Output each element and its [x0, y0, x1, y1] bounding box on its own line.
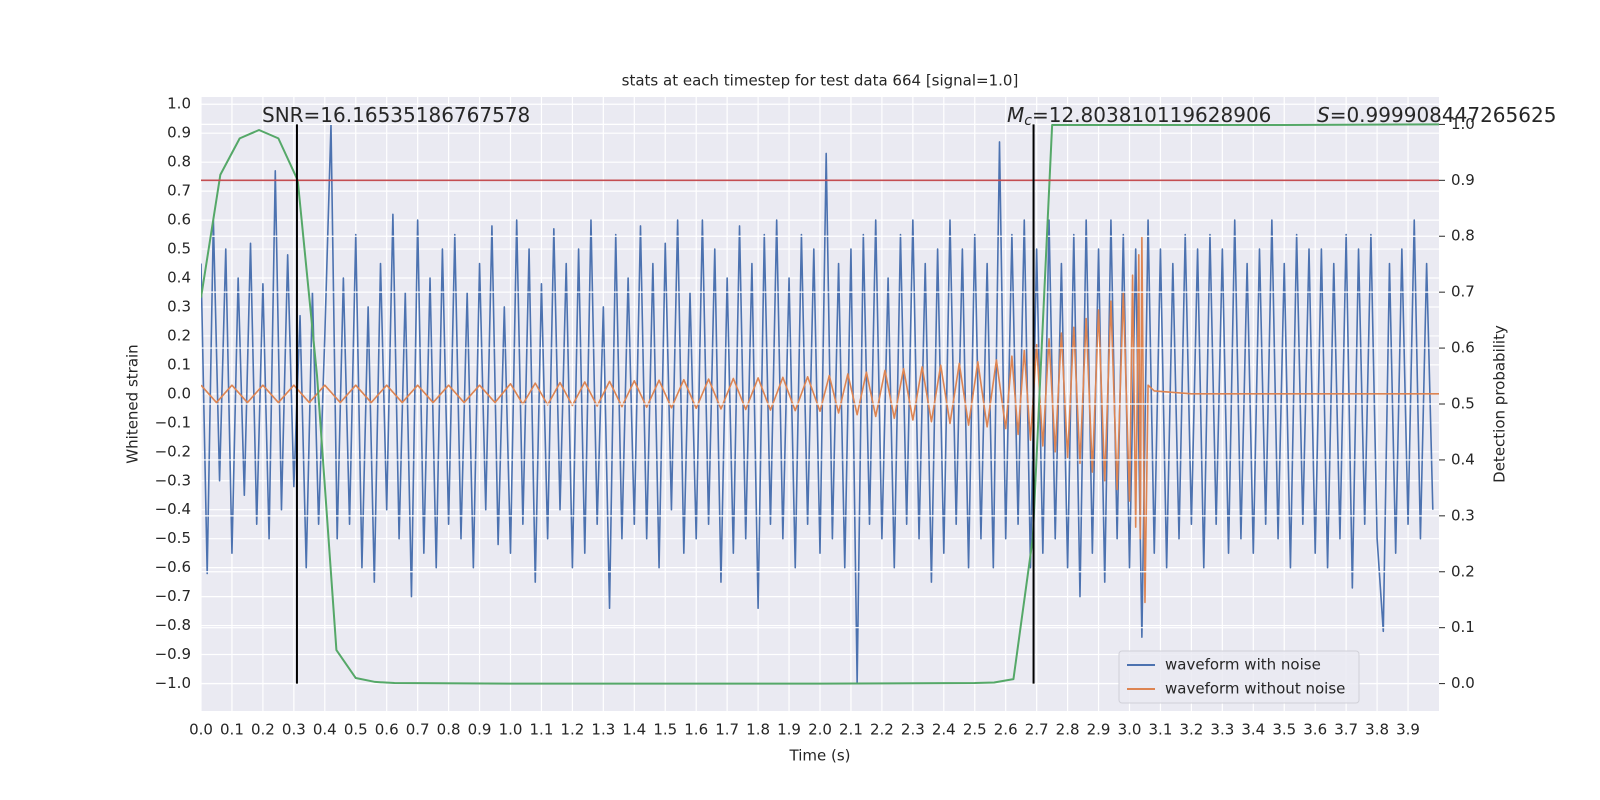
x-tick-label: 0.2 [251, 721, 275, 739]
x-tick-label: 3.2 [1179, 721, 1203, 739]
x-tick-label: 3.4 [1241, 721, 1265, 739]
x-tick-label: 1.1 [530, 721, 554, 739]
x-tick-label: 1.3 [591, 721, 615, 739]
y-tick-label: −0.9 [155, 645, 191, 663]
annotation-symbol: M [1007, 103, 1024, 127]
series-line [201, 123, 1439, 685]
plot [201, 97, 1439, 711]
x-tick-label: 1.9 [777, 721, 801, 739]
x-tick-label: 3.3 [1210, 721, 1234, 739]
y-tick-label: −0.2 [155, 442, 191, 460]
x-tick-label: 0.8 [437, 721, 461, 739]
x-tick-label: 1.6 [684, 721, 708, 739]
y-tick-label: 0.2 [167, 326, 191, 344]
x-tick-label: 3.9 [1396, 721, 1420, 739]
x-axis-label: Time (s) [789, 747, 851, 765]
y-tick-label: −0.8 [155, 616, 191, 634]
annotation-text: =12.803810119628906 [1032, 103, 1271, 127]
y-tick-label: 0.8 [167, 153, 191, 171]
y2-tick-label: 0.8 [1451, 227, 1475, 245]
y-tick-label: 0.5 [167, 240, 191, 258]
y-tick-label: −0.4 [155, 500, 191, 518]
x-tick-label: 2.9 [1087, 721, 1111, 739]
y-tick-label: 0.6 [167, 211, 191, 229]
x-tick-label: 2.5 [963, 721, 987, 739]
legend-label: waveform without noise [1165, 680, 1345, 698]
x-tick-label: 3.0 [1118, 721, 1142, 739]
x-tick-label: 0.6 [375, 721, 399, 739]
x-tick-label: 3.7 [1334, 721, 1358, 739]
x-tick-label: 2.0 [808, 721, 832, 739]
x-tick-label: 3.6 [1303, 721, 1327, 739]
y-tick-label: −0.5 [155, 529, 191, 547]
x-tick-label: 0.4 [313, 721, 337, 739]
y-tick-label: 0.9 [167, 124, 191, 142]
x-tick-label: 2.6 [994, 721, 1018, 739]
annotation: S=0.999908447265625 [1317, 103, 1556, 127]
y-tick-label: 0.3 [167, 297, 191, 315]
annotation-symbol: S [1317, 103, 1330, 127]
y2-tick-label: 0.4 [1451, 450, 1475, 468]
legend-box [1118, 650, 1360, 704]
x-tick-label: 2.2 [870, 721, 894, 739]
x-tick-label: 0.0 [189, 721, 213, 739]
x-tick-label: 0.5 [344, 721, 368, 739]
annotation-subscript: c [1024, 113, 1032, 129]
y-axis-label: Whitened strain [124, 344, 142, 463]
y2-axis-label: Detection probability [1491, 325, 1509, 483]
y-tick-label: −0.1 [155, 413, 191, 431]
y-tick-label: −1.0 [155, 674, 191, 692]
y2-tick-label: 0.1 [1451, 618, 1475, 636]
x-tick-label: 0.9 [468, 721, 492, 739]
x-tick-label: 2.7 [1025, 721, 1049, 739]
legend-label: waveform with noise [1165, 656, 1321, 674]
x-tick-label: 2.3 [901, 721, 925, 739]
annotation: Mc=12.803810119628906 [1007, 103, 1271, 130]
annotation-text: SNR=16.16535186767578 [262, 103, 530, 127]
x-tick-label: 1.4 [622, 721, 646, 739]
y2-tick-label: 0.0 [1451, 674, 1475, 692]
x-tick-label: 2.8 [1056, 721, 1080, 739]
x-tick-label: 1.0 [499, 721, 523, 739]
y-tick-label: 0.1 [167, 355, 191, 373]
x-tick-label: 1.5 [653, 721, 677, 739]
x-tick-label: 3.1 [1149, 721, 1173, 739]
y2-tick-label: 0.9 [1451, 171, 1475, 189]
y2-tick-label: 1.0 [1451, 115, 1475, 133]
x-tick-label: 0.3 [282, 721, 306, 739]
y-tick-label: −0.6 [155, 558, 191, 576]
x-tick-label: 3.8 [1365, 721, 1389, 739]
y2-tick-label: 0.3 [1451, 506, 1475, 524]
y-tick-label: −0.3 [155, 471, 191, 489]
y2-tick-label: 0.5 [1451, 395, 1475, 413]
annotation: SNR=16.16535186767578 [262, 103, 530, 127]
y2-tick-label: 0.6 [1451, 339, 1475, 357]
x-tick-label: 1.2 [560, 721, 584, 739]
x-tick-label: 1.8 [746, 721, 770, 739]
y2-tick-label: 0.2 [1451, 562, 1475, 580]
y2-tick-label: 0.7 [1451, 283, 1475, 301]
x-tick-label: 3.5 [1272, 721, 1296, 739]
chart-title: stats at each timestep for test data 664… [622, 72, 1019, 90]
series-line [201, 236, 1439, 604]
y-tick-label: 0.0 [167, 384, 191, 402]
y-tick-label: 1.0 [167, 95, 191, 113]
x-tick-label: 2.1 [839, 721, 863, 739]
y-tick-label: 0.7 [167, 182, 191, 200]
x-tick-label: 1.7 [715, 721, 739, 739]
y-tick-label: 0.4 [167, 269, 191, 287]
annotation-text: =0.999908447265625 [1330, 103, 1557, 127]
x-tick-label: 0.7 [406, 721, 430, 739]
y-tick-label: −0.7 [155, 587, 191, 605]
overlay: SNR=16.16535186767578 Mc=12.8038101196289… [262, 103, 1556, 704]
x-tick-label: 2.4 [932, 721, 956, 739]
x-tick-label: 0.1 [220, 721, 244, 739]
